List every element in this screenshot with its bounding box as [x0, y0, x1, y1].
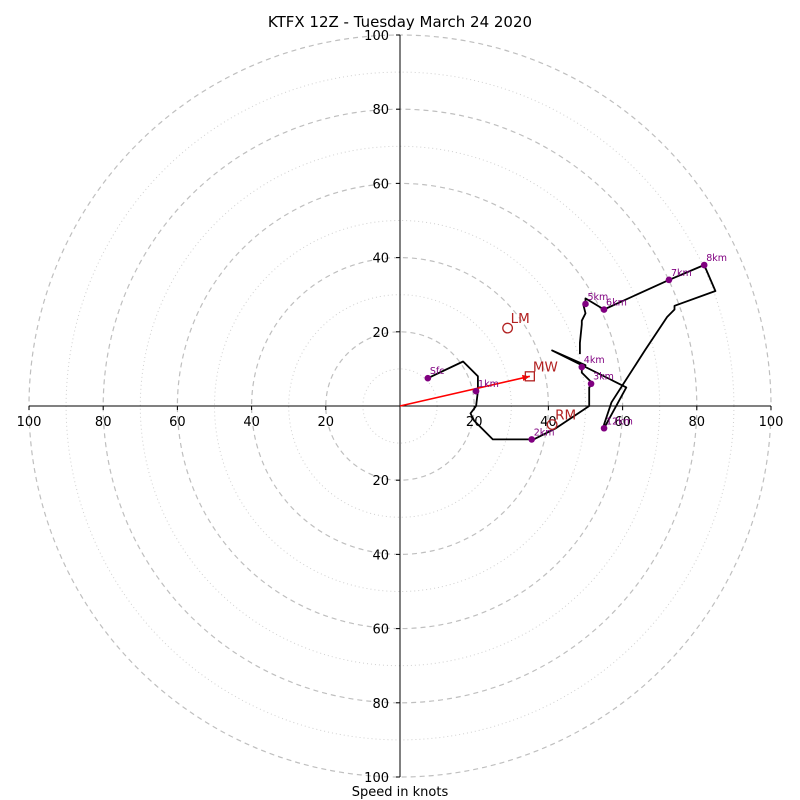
x-tick-label: 40 — [243, 415, 260, 430]
height-marker-7km — [665, 276, 673, 284]
x-tick-label: 60 — [614, 415, 631, 430]
height-marker-1km — [472, 387, 480, 395]
x-axis-label: Speed in knots — [352, 785, 449, 800]
y-tick-label: 80 — [372, 103, 389, 118]
y-tick-label: 20 — [372, 326, 389, 341]
height-marker-12km — [600, 424, 608, 432]
storm-label-mw: MW — [533, 359, 558, 375]
x-tick-label: 100 — [759, 415, 784, 430]
x-tick-label: 100 — [17, 415, 42, 430]
y-tick-label: 100 — [364, 771, 389, 786]
storm-label-lm: LM — [511, 311, 530, 327]
storm-motion-lm — [502, 322, 514, 334]
height-label-2km: 2km — [534, 427, 555, 438]
height-label-5km: 5km — [588, 292, 609, 303]
shear-vector-line — [399, 375, 531, 407]
height-label-8km: 8km — [706, 253, 727, 264]
height-label-sfc: Sfc — [430, 366, 445, 377]
height-label-7km: 7km — [671, 268, 692, 279]
y-tick-label: 60 — [372, 623, 389, 638]
storm-motion-mw — [524, 371, 535, 382]
height-label-3km: 3km — [593, 372, 614, 383]
storm-motion-rm — [546, 419, 558, 431]
height-marker-2km — [528, 436, 536, 443]
y-tick-label: 80 — [372, 697, 389, 712]
x-tick-label: 20 — [318, 415, 335, 430]
height-label-4km: 4km — [584, 355, 605, 366]
height-label-1km: 1km — [478, 379, 499, 390]
chart-title: KTFX 12Z - Tuesday March 24 2020 — [268, 13, 532, 31]
height-marker-6km — [600, 306, 608, 313]
x-tick-label: 80 — [95, 415, 112, 430]
y-tick-label: 20 — [372, 474, 389, 489]
height-label-12km: 12km — [606, 416, 633, 427]
x-tick-label: 80 — [689, 415, 706, 430]
y-tick-label: 40 — [372, 548, 389, 563]
height-label-6km: 6km — [606, 298, 627, 309]
axes: 2020202040404040606060608080808010010010… — [17, 29, 784, 786]
x-tick-label: 20 — [466, 415, 483, 430]
x-tick-label: 60 — [169, 415, 186, 430]
storm-label-rm: RM — [555, 408, 576, 424]
y-tick-label: 40 — [372, 252, 389, 267]
y-tick-label: 100 — [364, 29, 389, 44]
height-marker-4km — [578, 363, 586, 371]
y-tick-label: 60 — [372, 177, 389, 192]
height-marker-sfc — [424, 374, 432, 382]
height-marker-3km — [587, 380, 595, 388]
height-marker-8km — [700, 261, 708, 269]
height-marker-5km — [582, 300, 589, 308]
